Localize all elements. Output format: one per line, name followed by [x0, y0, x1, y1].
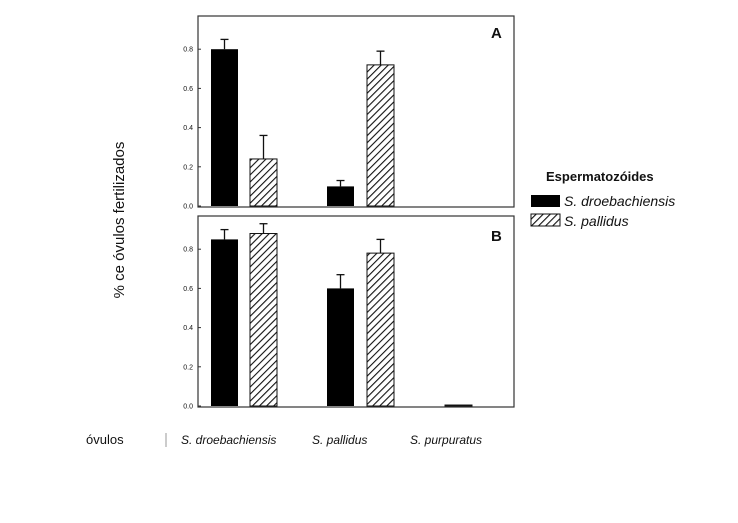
- y-tick-label-a-1: 0.2: [183, 164, 193, 171]
- panel-a-frame: [197, 15, 515, 208]
- panel-b-label: B: [491, 228, 502, 245]
- y-tick-label-a-2: 0.4: [183, 125, 193, 132]
- y-tick-label-a-3: 0.6: [183, 86, 193, 93]
- bar-b-pallidus-on-purpuratus: [444, 404, 473, 407]
- bar-a-pallidus-on-pallidus: [366, 64, 395, 207]
- bar-a-pallidus-on-droebachiensis: [249, 158, 278, 207]
- y-tick-label-b-0: 0.0: [183, 404, 193, 411]
- legend: Espermatozóides S. droebachiensis S. pal…: [530, 169, 675, 229]
- y-axis-label: % ce óvulos fertilizados: [111, 142, 128, 299]
- panel-b-frame: [197, 215, 515, 408]
- legend-label-pallidus: S. pallidus: [564, 213, 629, 229]
- panel-a-label: A: [491, 25, 502, 42]
- y-tick-label-b-2: 0.4: [183, 325, 193, 332]
- y-tick-label-b-3: 0.6: [183, 286, 193, 293]
- y-tick-label-a-4: 0.8: [183, 47, 193, 54]
- legend-swatch-pallidus: [530, 213, 561, 227]
- panel-b: B: [197, 215, 515, 408]
- category-label-pallidus: S. pallidus: [312, 433, 367, 447]
- legend-swatch-droebachiensis: [531, 195, 560, 207]
- bar-b-pallidus-on-droebachiensis: [249, 233, 278, 407]
- row-label-ovulos: óvulos: [86, 432, 124, 447]
- bar-b-droebachiensis-on-droebachiensis: [211, 239, 238, 406]
- bar-b-pallidus-on-pallidus: [366, 252, 395, 407]
- category-label-droebachiensis: S. droebachiensis: [181, 433, 276, 447]
- bar-b-droebachiensis-on-pallidus: [327, 288, 354, 406]
- bar-a-droebachiensis-on-droebachiensis: [211, 49, 238, 207]
- y-tick-label-b-1: 0.2: [183, 364, 193, 371]
- chart-marks: 0.0 0.2 0.4 0.6 0.8 0.0 0.2 0.4 0.6 0.8: [183, 38, 473, 411]
- y-tick-label-b-4: 0.8: [183, 247, 193, 254]
- category-label-purpuratus: S. purpuratus: [410, 433, 482, 447]
- y-tick-label-a-0: 0.0: [183, 204, 193, 211]
- panel-a: A: [197, 15, 515, 208]
- bar-a-droebachiensis-on-pallidus: [327, 186, 354, 206]
- legend-title: Espermatozóides: [546, 169, 654, 184]
- legend-label-droebachiensis: S. droebachiensis: [564, 193, 675, 209]
